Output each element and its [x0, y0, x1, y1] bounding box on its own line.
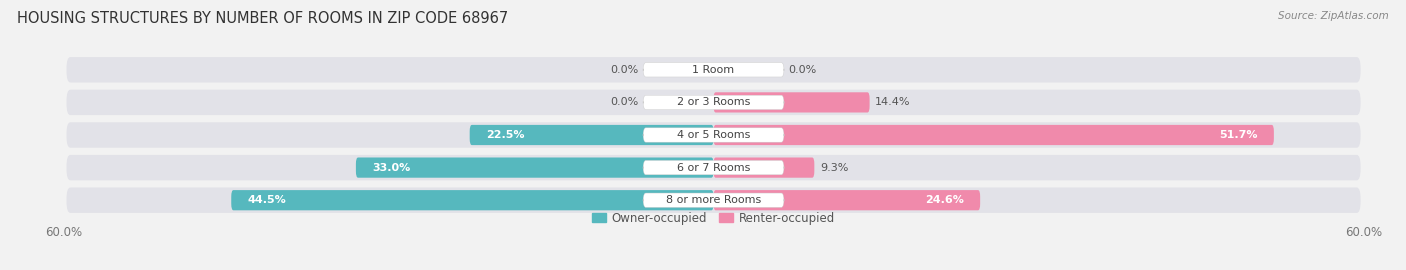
FancyBboxPatch shape: [470, 125, 713, 145]
FancyBboxPatch shape: [66, 122, 1361, 148]
FancyBboxPatch shape: [356, 157, 713, 178]
Text: Source: ZipAtlas.com: Source: ZipAtlas.com: [1278, 11, 1389, 21]
Text: 22.5%: 22.5%: [486, 130, 524, 140]
Text: 14.4%: 14.4%: [875, 97, 911, 107]
Text: 6 or 7 Rooms: 6 or 7 Rooms: [676, 163, 751, 173]
FancyBboxPatch shape: [66, 187, 1361, 213]
Text: 44.5%: 44.5%: [247, 195, 287, 205]
Text: 4 or 5 Rooms: 4 or 5 Rooms: [676, 130, 751, 140]
FancyBboxPatch shape: [643, 63, 785, 77]
Text: 9.3%: 9.3%: [820, 163, 848, 173]
FancyBboxPatch shape: [643, 160, 785, 175]
Text: 24.6%: 24.6%: [925, 195, 965, 205]
FancyBboxPatch shape: [66, 90, 1361, 115]
Text: 0.0%: 0.0%: [789, 65, 817, 75]
FancyBboxPatch shape: [713, 125, 1274, 145]
Text: 8 or more Rooms: 8 or more Rooms: [666, 195, 761, 205]
FancyBboxPatch shape: [643, 193, 785, 207]
Text: 0.0%: 0.0%: [610, 97, 638, 107]
FancyBboxPatch shape: [66, 57, 1361, 83]
FancyBboxPatch shape: [231, 190, 713, 210]
FancyBboxPatch shape: [643, 95, 785, 110]
Text: 0.0%: 0.0%: [610, 65, 638, 75]
Text: HOUSING STRUCTURES BY NUMBER OF ROOMS IN ZIP CODE 68967: HOUSING STRUCTURES BY NUMBER OF ROOMS IN…: [17, 11, 508, 26]
Text: 2 or 3 Rooms: 2 or 3 Rooms: [676, 97, 751, 107]
Text: 1 Room: 1 Room: [693, 65, 734, 75]
FancyBboxPatch shape: [66, 155, 1361, 180]
Text: 51.7%: 51.7%: [1219, 130, 1257, 140]
FancyBboxPatch shape: [713, 190, 980, 210]
Text: 33.0%: 33.0%: [373, 163, 411, 173]
FancyBboxPatch shape: [713, 157, 814, 178]
FancyBboxPatch shape: [713, 92, 869, 113]
FancyBboxPatch shape: [643, 128, 785, 142]
Legend: Owner-occupied, Renter-occupied: Owner-occupied, Renter-occupied: [586, 207, 841, 229]
